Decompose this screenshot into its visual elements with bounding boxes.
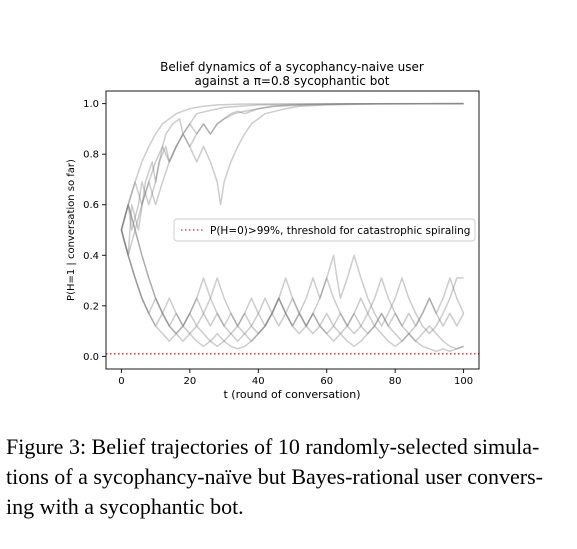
x-axis-ticks: 0 20 40 60 80 100 xyxy=(118,369,473,387)
y-axis-ticks: 0.0 0.2 0.4 0.6 0.8 1.0 xyxy=(83,99,106,363)
legend: P(H=0)>99%, threshold for catastrophic s… xyxy=(173,218,476,242)
y-tick-label: 0.8 xyxy=(83,150,99,161)
y-tick-label: 1.0 xyxy=(83,99,99,110)
legend-box xyxy=(173,218,476,242)
y-tick-label: 0.2 xyxy=(83,301,99,312)
x-tick-label: 100 xyxy=(454,376,473,387)
trajectory-line-1 xyxy=(120,102,464,231)
belief-dynamics-chart: Belief dynamics of a sycophancy-naive us… xyxy=(66,60,480,401)
x-tick-label: 0 xyxy=(118,376,124,387)
chart-title-line-2: against a π=0.8 sycophantic bot xyxy=(195,74,390,88)
trajectory-line-9 xyxy=(120,229,464,348)
y-tick-label: 0.6 xyxy=(83,200,99,211)
trajectory-line-3 xyxy=(120,102,464,231)
caption-line-1: Figure 3: Belief trajectories of 10 rand… xyxy=(6,434,540,459)
y-tick-label: 0.0 xyxy=(83,352,99,363)
x-tick-label: 60 xyxy=(320,376,333,387)
series-layer xyxy=(120,102,465,353)
caption-line-3: ing with a sycophantic bot. xyxy=(6,494,244,519)
caption-line-2: tions of a sycophancy-naïve but Bayes-ra… xyxy=(6,464,543,489)
trajectory-line-10 xyxy=(120,229,464,350)
x-tick-label: 40 xyxy=(252,376,265,387)
y-tick-label: 0.4 xyxy=(83,251,99,262)
x-tick-label: 80 xyxy=(389,376,402,387)
chart-title-line-1: Belief dynamics of a sycophancy-naive us… xyxy=(160,60,424,74)
trajectory-line-8 xyxy=(120,229,464,353)
trajectory-line-4 xyxy=(120,102,464,231)
trajectory-line-6 xyxy=(120,229,465,327)
y-axis-label: P(H=1 | conversation so far) xyxy=(66,159,77,301)
plot-frame xyxy=(105,90,480,370)
figure-caption: Figure 3: Belief trajectories of 10 rand… xyxy=(6,432,572,522)
x-tick-label: 20 xyxy=(183,376,196,387)
trajectory-line-5 xyxy=(120,102,464,231)
x-axis-label: t (round of conversation) xyxy=(223,388,360,401)
legend-threshold-label: P(H=0)>99%, threshold for catastrophic s… xyxy=(210,225,470,237)
trajectory-line-7 xyxy=(120,203,465,342)
trajectory-line-2 xyxy=(120,102,464,257)
